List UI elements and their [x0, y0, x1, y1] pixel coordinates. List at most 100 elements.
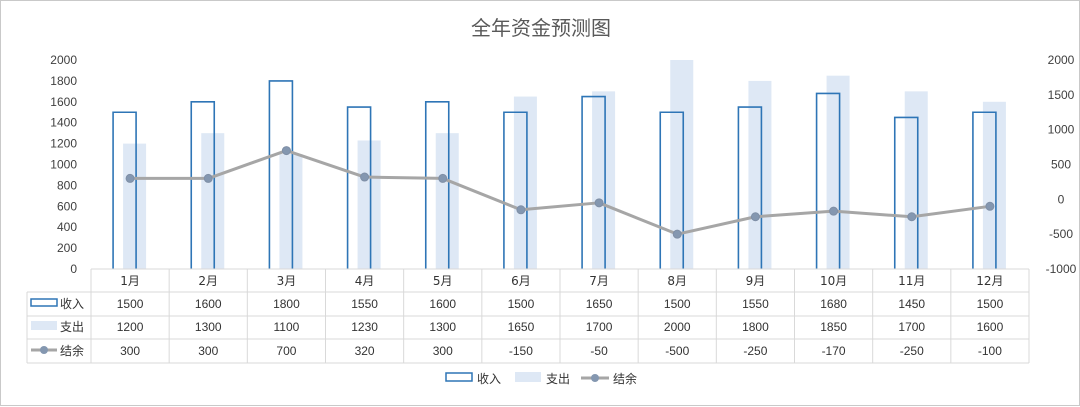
bar-expense — [748, 80, 772, 270]
balance-point — [438, 173, 448, 183]
left-axis-tick: 400 — [57, 220, 77, 234]
table-cell: 1700 — [586, 320, 613, 334]
balance-point — [672, 229, 682, 239]
table-cell: -500 — [665, 344, 689, 358]
bar-expense — [904, 91, 928, 269]
legend-key-balance-marker — [591, 374, 599, 382]
table-cell: 1500 — [664, 297, 691, 311]
category-label: 5月 — [433, 274, 453, 288]
balance-point — [360, 172, 370, 182]
bar-income — [190, 101, 216, 269]
right-axis-tick: -500 — [1049, 227, 1073, 241]
table-cell: 1800 — [273, 297, 300, 311]
right-axis-tick: -1000 — [1046, 262, 1077, 276]
table-cell: 1300 — [195, 320, 222, 334]
category-label: 10月 — [820, 274, 847, 288]
table-cell: 1500 — [508, 297, 535, 311]
table-cell: -250 — [743, 344, 767, 358]
bar-expense — [670, 60, 694, 269]
table-cell: 700 — [276, 344, 296, 358]
bar-income — [503, 111, 528, 269]
right-axis-tick: 500 — [1051, 158, 1071, 172]
table-cell: 1200 — [117, 320, 144, 334]
table-cell: 1600 — [429, 297, 456, 311]
bar-income — [581, 95, 606, 269]
bar-expense — [982, 101, 1006, 269]
table-cell: 1230 — [351, 320, 378, 334]
table-cell: -50 — [590, 344, 608, 358]
table-cell: 1450 — [898, 297, 925, 311]
table-cell: 320 — [355, 344, 375, 358]
balance-point — [750, 212, 760, 222]
chart-title: 全年资金预测图 — [471, 16, 611, 40]
balance-point — [829, 206, 839, 216]
balance-point — [985, 201, 995, 211]
balance-point — [281, 146, 291, 156]
category-label: 11月 — [898, 274, 925, 288]
bar-expense — [201, 133, 225, 269]
legend-label-balance: 结余 — [613, 371, 637, 386]
category-label: 6月 — [511, 274, 531, 288]
legend-label-income: 收入 — [477, 372, 501, 386]
right-axis-tick: 1500 — [1048, 88, 1075, 102]
bar-expense — [513, 96, 537, 269]
right-axis-tick: 2000 — [1048, 53, 1075, 67]
row-key-balance-marker — [40, 346, 48, 354]
left-axis-tick: 2000 — [50, 53, 77, 67]
table-cell: 1550 — [742, 297, 769, 311]
bar-income — [346, 106, 372, 269]
table-cell: 1600 — [977, 320, 1004, 334]
table-cell: 1100 — [274, 320, 300, 334]
table-cell: 1850 — [820, 320, 847, 334]
table-cell: 2000 — [664, 320, 691, 334]
category-label: 4月 — [355, 274, 375, 288]
bar-income — [737, 106, 763, 269]
left-axis-tick: 1800 — [50, 74, 77, 88]
table-cell: 300 — [433, 344, 453, 358]
bar-income — [893, 116, 919, 269]
bar-income — [112, 111, 137, 269]
bar-income — [424, 101, 450, 269]
table-cell: -170 — [822, 344, 846, 358]
legend-key-income — [445, 372, 473, 382]
balance-point — [594, 198, 604, 208]
table-cell: 1650 — [586, 297, 613, 311]
category-label: 1月 — [120, 274, 140, 288]
balance-line — [130, 149, 991, 236]
table-cell: 1650 — [508, 320, 535, 334]
left-axis-tick: 600 — [57, 199, 77, 213]
left-axis-tick: 1600 — [50, 95, 77, 109]
balance-point — [125, 173, 135, 183]
bar-expense — [435, 133, 459, 269]
bar-income — [815, 92, 841, 269]
bar-expense — [357, 140, 381, 269]
row-key-expense — [31, 321, 57, 330]
left-axis-tick: 200 — [57, 241, 77, 255]
table-cell: 1550 — [351, 297, 378, 311]
table-cell: 1600 — [195, 297, 222, 311]
bar-expense — [592, 91, 616, 269]
left-axis-tick: 1000 — [50, 158, 77, 172]
category-label: 2月 — [198, 274, 218, 288]
left-axis-tick: 1200 — [50, 137, 77, 151]
row-header: 收入 — [60, 297, 84, 311]
balance-point — [516, 205, 526, 215]
bar-income — [972, 111, 997, 269]
table-cell: 1500 — [977, 297, 1004, 311]
table-cell: 300 — [120, 344, 140, 358]
left-axis-tick: 0 — [70, 262, 77, 276]
category-label: 7月 — [589, 274, 609, 288]
balance-point — [907, 212, 917, 222]
table-cell: -250 — [900, 344, 924, 358]
plot-area: 0 200 400 600 800 1000 1200 1400 1600 1800 2000 -10… — [50, 53, 1076, 276]
table-cell: 1500 — [117, 297, 144, 311]
bar-expense — [279, 154, 303, 269]
bar-income — [268, 80, 294, 269]
category-label: 8月 — [667, 274, 687, 288]
right-axis-tick: 0 — [1058, 192, 1065, 206]
table-cell: 1800 — [742, 320, 769, 334]
bar-expense — [123, 143, 147, 269]
